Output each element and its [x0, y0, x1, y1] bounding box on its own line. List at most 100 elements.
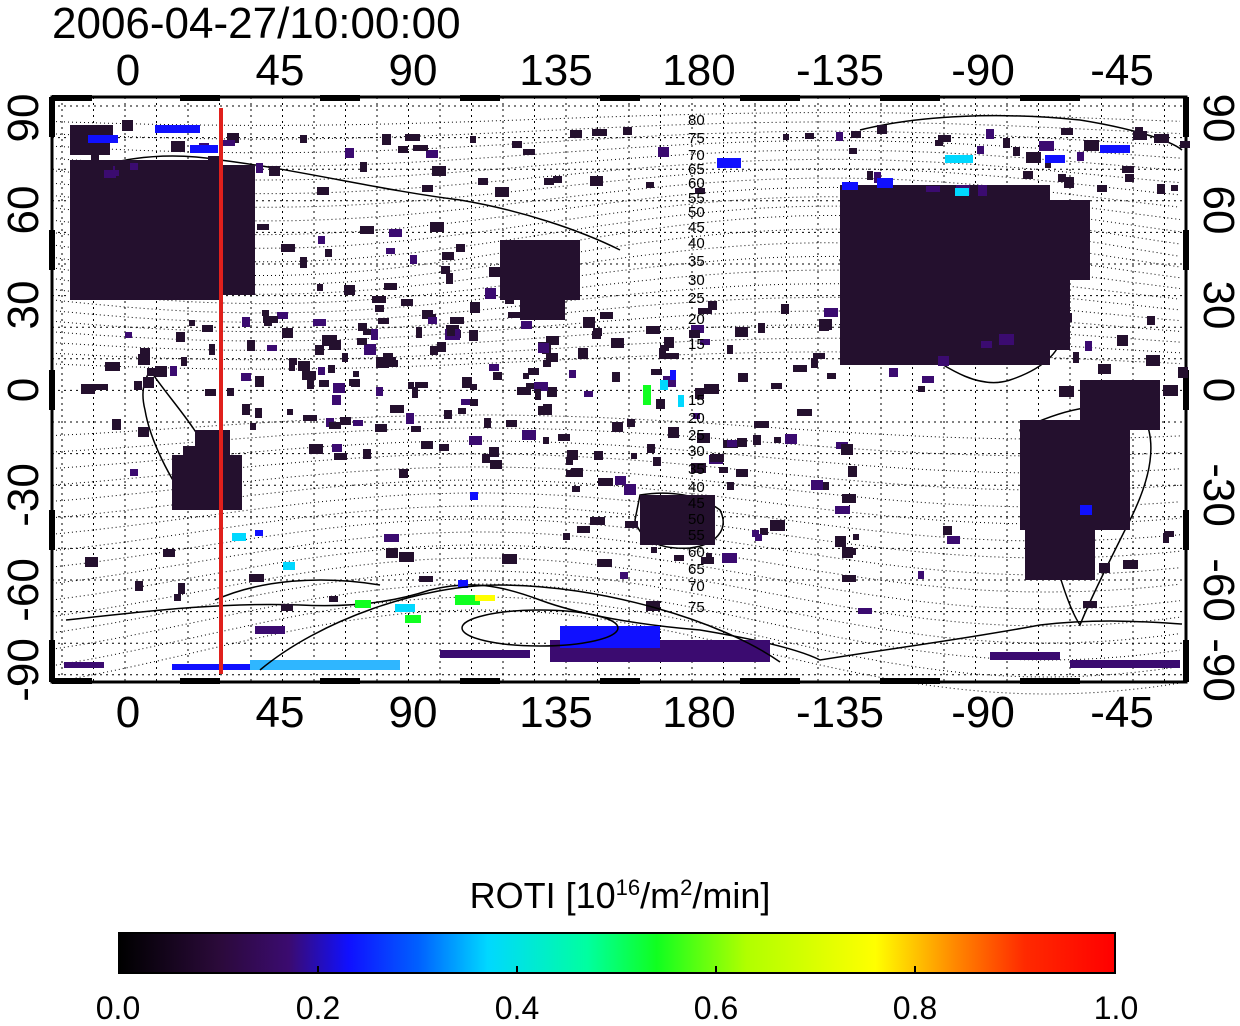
roti-cell: [85, 557, 98, 567]
roti-cell: [505, 293, 514, 304]
roti-cell: [664, 337, 674, 348]
contour-line-north: [51, 310, 1181, 342]
roti-cell: [289, 358, 297, 365]
roti-cell: [819, 319, 832, 330]
roti-cell: [227, 388, 234, 396]
contour-line-north: [51, 324, 1181, 351]
roti-cell: [318, 367, 325, 375]
roti-cell: [848, 466, 857, 477]
lon-label: -135: [795, 46, 885, 95]
roti-cell: [1059, 386, 1074, 397]
roti-cell-south: [255, 626, 285, 634]
roti-cell: [1135, 127, 1143, 138]
roti-cell: [651, 547, 657, 553]
roti-cell: [523, 301, 532, 308]
roti-cell: [223, 140, 235, 146]
roti-cell: [462, 377, 472, 388]
roti-data-patches: [64, 120, 1190, 670]
roti-cell: [1097, 185, 1107, 192]
roti-cell: [695, 388, 704, 399]
roti-cell: [698, 308, 712, 314]
roti-cell: [490, 460, 502, 469]
roti-cell: [871, 321, 883, 329]
roti-cell: [578, 348, 588, 359]
colorbar-title-exp: 16: [615, 875, 641, 900]
roti-cell: [1125, 174, 1134, 182]
roti-cell: [998, 317, 1006, 325]
roti-cell: [592, 129, 607, 136]
roti-cell: [422, 310, 433, 319]
roti-cell: [571, 468, 583, 477]
roti-cell: [753, 435, 761, 445]
roti-cell: [277, 312, 288, 319]
roti-cell: [824, 308, 838, 317]
colorbar-title-main: ROTI [10: [469, 875, 616, 916]
roti-cell: [489, 447, 499, 457]
roti-cell: [345, 148, 354, 158]
roti-cell: [163, 170, 169, 178]
roti-cell: [842, 575, 856, 582]
roti-cell: [986, 129, 994, 139]
roti-cell: [737, 438, 747, 447]
roti-cell: [631, 453, 637, 459]
contour-label: 45: [688, 219, 705, 236]
roti-cell: [470, 399, 478, 406]
roti-cell: [522, 430, 536, 440]
roti-cell: [1099, 563, 1110, 573]
roti-cell: [658, 147, 669, 157]
contour-label: 35: [688, 253, 705, 270]
roti-cell: [938, 356, 949, 366]
roti-cell: [526, 383, 536, 389]
roti-cell: [281, 244, 295, 252]
roti-cell: [378, 318, 389, 324]
lon-label: -135: [795, 688, 885, 737]
roti-cell: [544, 178, 554, 185]
contour-label: 35: [688, 461, 705, 478]
roti-cell: [357, 338, 367, 345]
contour-label: 60: [688, 175, 705, 192]
roti-cell: [813, 353, 825, 359]
roti-cell-high: [232, 533, 246, 541]
lon-label: 180: [662, 46, 736, 95]
roti-cell: [262, 310, 269, 316]
roti-cell-high: [678, 395, 684, 407]
lon-label: 90: [388, 688, 438, 737]
roti-cell: [535, 389, 541, 400]
roti-cell: [416, 327, 422, 338]
roti-cell: [642, 510, 651, 517]
roti-cell: [508, 312, 521, 318]
roti-cell: [302, 371, 316, 380]
contour-label: 80: [688, 112, 705, 129]
roti-cell-south: [250, 660, 400, 670]
contour-label: 20: [688, 311, 705, 328]
roti-cell: [181, 357, 187, 366]
roti-cell: [1023, 171, 1033, 179]
contour-line-south: [51, 544, 1181, 610]
roti-cell: [1057, 318, 1067, 325]
roti-cell: [191, 186, 202, 196]
roti-cell: [689, 330, 700, 338]
roti-cell: [484, 418, 491, 428]
roti-cell: [543, 404, 552, 415]
contour-line-south: [51, 609, 1181, 695]
roti-cell: [623, 127, 632, 135]
roti-cell: [691, 325, 704, 333]
roti-cell: [318, 236, 325, 244]
roti-cell: [255, 408, 262, 418]
contour-label: 55: [688, 190, 705, 207]
roti-cell: [811, 358, 818, 368]
roti-cell: [688, 537, 699, 543]
roti-cell: [421, 441, 433, 449]
roti-cell: [857, 354, 866, 360]
roti-cell-high: [255, 530, 263, 536]
roti-cell: [390, 405, 404, 413]
roti-cell: [376, 357, 389, 368]
roti-cell: [122, 120, 133, 131]
roti-cell: [422, 185, 433, 192]
colorbar-title-unit: /m: [640, 875, 681, 916]
roti-cell: [183, 446, 196, 457]
roti-cell: [353, 420, 363, 426]
roti-cell: [209, 344, 215, 355]
roti-cell: [140, 348, 150, 356]
